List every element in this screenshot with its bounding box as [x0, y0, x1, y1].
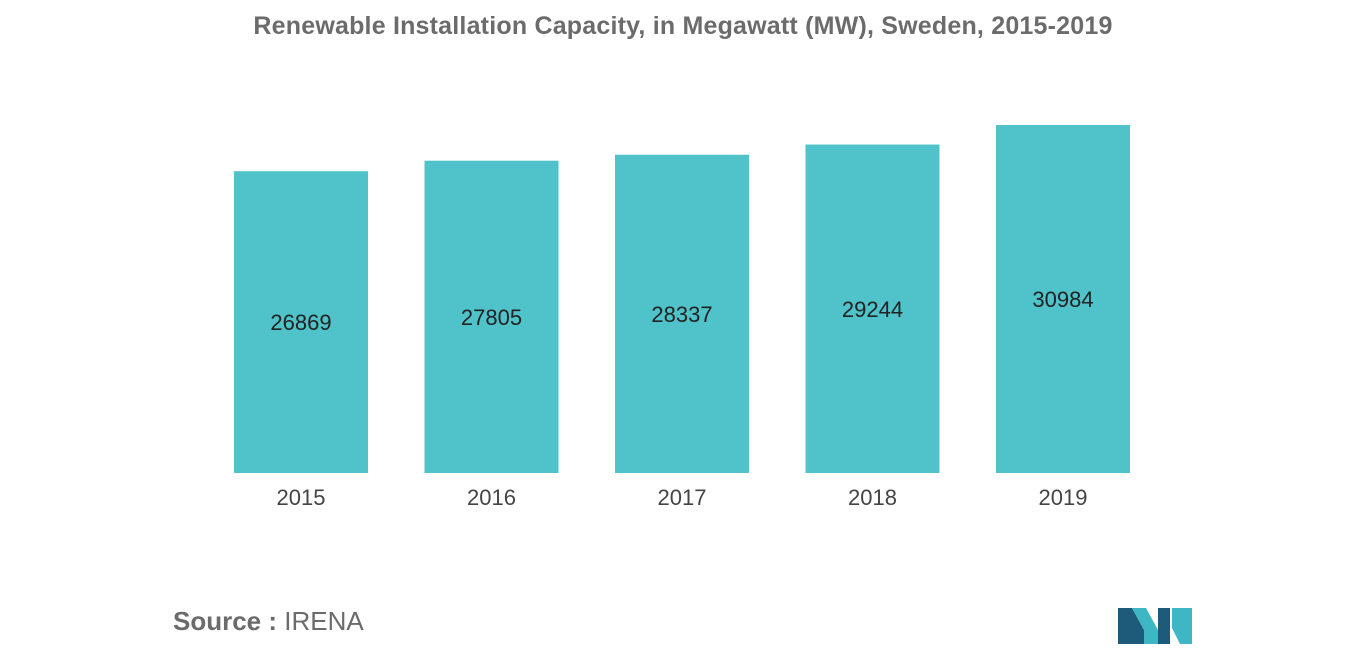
x-tick-label-2016: 2016 [467, 485, 516, 510]
x-tick-label-2015: 2015 [277, 485, 326, 510]
x-axis-tick-labels: 2015 2016 2017 2018 2019 [277, 485, 1088, 510]
bars-group [234, 125, 1130, 474]
value-label-2015: 26869 [270, 310, 331, 335]
value-label-2016: 27805 [461, 305, 522, 330]
x-tick-label-2019: 2019 [1039, 485, 1088, 510]
mordor-logo-icon [1118, 608, 1192, 644]
value-labels-group: 26869 27805 28337 29244 30984 [270, 287, 1093, 335]
bar-2015 [234, 171, 368, 473]
chart-title: Renewable Installation Capacity, in Mega… [253, 12, 1113, 40]
source-value: IRENA [284, 606, 364, 636]
x-tick-label-2017: 2017 [658, 485, 707, 510]
value-label-2018: 29244 [842, 297, 903, 322]
bar-2018 [805, 144, 940, 474]
bar-2017 [615, 154, 749, 474]
source-label: Source : [173, 606, 278, 636]
bar-2016 [424, 160, 559, 473]
x-tick-label-2018: 2018 [848, 485, 897, 510]
bar-2019 [996, 125, 1130, 473]
value-label-2017: 28337 [651, 302, 712, 327]
value-label-2019: 30984 [1032, 287, 1093, 312]
source-note: Source : IRENA [173, 606, 364, 637]
